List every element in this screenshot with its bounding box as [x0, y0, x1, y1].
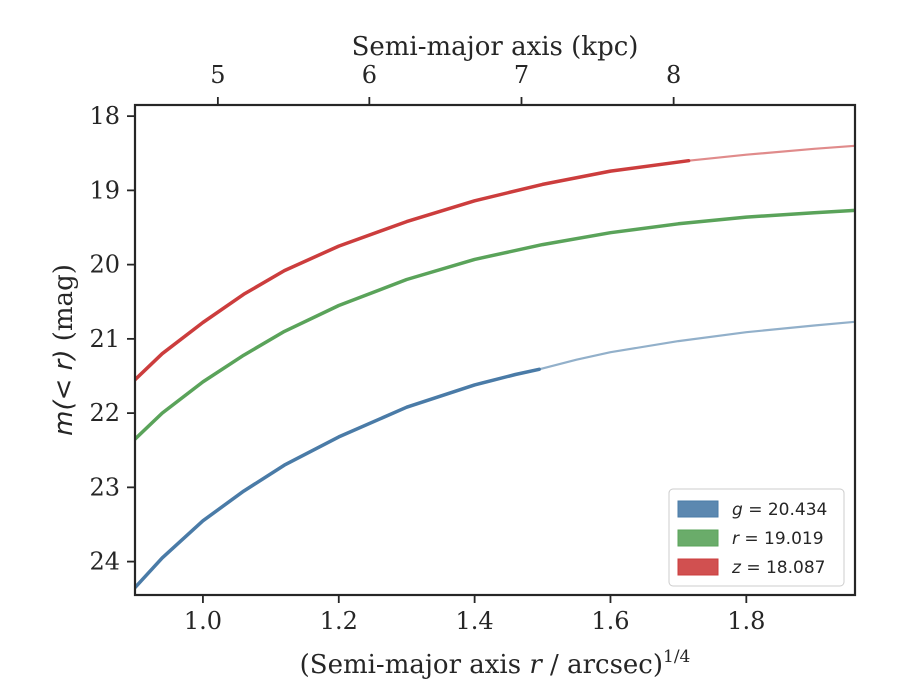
y-axis-title-math: m(< r): [49, 350, 79, 436]
legend-label-r: r = 19.019: [732, 529, 824, 549]
y-axis-title-unit: (mag): [49, 264, 79, 349]
legend-value-r: = 19.019: [739, 529, 824, 549]
top-x-axis-title: Semi-major axis (kpc): [352, 32, 639, 62]
top-x-tick-label-6: 6: [362, 61, 377, 89]
x-tick-label-1.8: 1.8: [727, 607, 765, 635]
y-tick-label-23: 23: [89, 473, 120, 501]
top-x-tick-label-8: 8: [666, 61, 681, 89]
legend-var-g: g: [732, 500, 743, 520]
y-tick-label-21: 21: [89, 325, 120, 353]
top-x-tick-label-5: 5: [210, 61, 225, 89]
y-tick-label-24: 24: [89, 548, 120, 576]
x-tick-label-1.6: 1.6: [591, 607, 629, 635]
legend-var-r: r: [732, 529, 740, 549]
x-axis-title: (Semi-major axis r / arcsec)1/4: [300, 647, 691, 680]
x-axis-title-sup: 1/4: [663, 647, 690, 667]
y-tick-label-19: 19: [89, 176, 120, 204]
plot-area: [135, 144, 855, 590]
y-tick-label-18: 18: [89, 102, 120, 130]
legend-label-z: z = 18.087: [731, 558, 825, 578]
x-axis-title-post: / arcsec): [542, 650, 663, 680]
legend-swatch-r: [677, 529, 719, 547]
legend-swatch-z: [677, 558, 719, 576]
series-line-g: [135, 367, 541, 590]
x-axis-title-pre: (Semi-major axis: [300, 650, 530, 680]
series-line-r: [135, 208, 855, 441]
legend-value-g: = 20.434: [743, 500, 828, 520]
x-axis-title-var: r: [529, 650, 543, 680]
top-x-tick-label-7: 7: [514, 61, 529, 89]
plot-frame: [133, 103, 857, 597]
y-axis-title: m(< r) (mag): [49, 264, 79, 436]
series-r: [135, 208, 855, 441]
y-tick-label-22: 22: [89, 399, 120, 427]
y-tick-label-20: 20: [89, 251, 120, 279]
x-tick-label-1.0: 1.0: [184, 607, 222, 635]
series-z: [135, 144, 855, 382]
axes: 1.0 1.2 1.4 1.6 1.8 18 19 20 21 22 23 24 5 6 7 8: [89, 61, 857, 635]
x-tick-label-1.4: 1.4: [456, 607, 494, 635]
legend-var-z: z: [731, 558, 742, 578]
legend-value-z: = 18.087: [741, 558, 826, 578]
x-tick-label-1.2: 1.2: [320, 607, 358, 635]
legend-swatch-g: [677, 500, 719, 518]
series-g: [135, 320, 855, 590]
legend-label-g: g = 20.434: [732, 500, 827, 520]
series-line-z: [135, 158, 691, 382]
